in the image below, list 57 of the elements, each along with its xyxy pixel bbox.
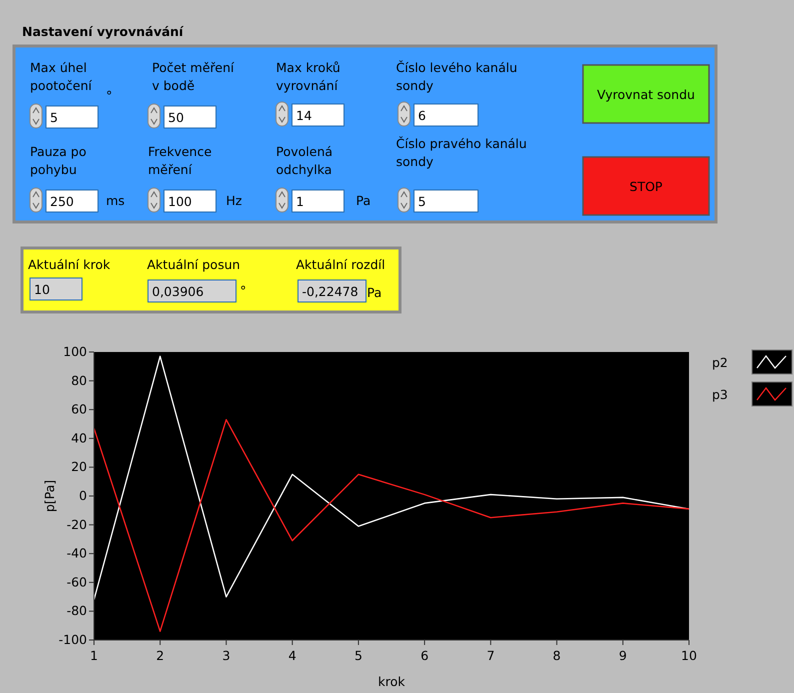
text: Počet měření v bodě [152,60,235,93]
text: ° [240,283,246,298]
text: 0,03906 [152,284,204,299]
text: Max kroků vyrovnání [276,60,340,93]
text: STOP [630,179,663,194]
text: -0,22478 [302,284,358,299]
legend-label: p2 [712,355,728,370]
y-tick-label: -20 [66,516,88,532]
text: Vyrovnat sondu [597,87,695,102]
x-tick-label: 10 [681,648,697,663]
y-tick-label: -60 [66,574,88,590]
y-tick-label: -40 [66,546,88,561]
text: ms [106,193,125,208]
x-tick-label: 4 [288,648,296,663]
x-tick-label: 8 [552,648,561,663]
y-tick-label: 100 [63,344,88,359]
x-axis-title: krok [378,674,406,689]
x-tick-label: 1 [90,648,98,663]
text: 50 [168,110,184,125]
text: Číslo pravého kanálu sondy [396,136,527,169]
text: Pa [367,285,382,300]
y-tick-label: 60 [71,402,88,417]
text: Pa [356,193,371,208]
text: Číslo levého kanálu sondy [396,60,518,93]
text: 100 [168,194,192,209]
x-tick-label: 9 [618,648,627,663]
x-tick-label: 5 [354,648,362,663]
text: 5 [418,194,426,209]
legend-label: p3 [712,387,728,402]
text: Aktuální posun [147,257,240,272]
text: Nastavení vyrovnávání [22,24,184,39]
text: 1 [296,194,304,209]
y-tick-label: 20 [71,459,88,474]
y-tick-label: 80 [71,372,88,388]
y-tick-label: 40 [71,430,88,446]
text: Frekvence měření [148,144,212,177]
y-tick-label: -100 [58,632,88,647]
text: Povolená odchylka [276,144,333,177]
text: ° [106,88,112,103]
text: Aktuální rozdíl [296,257,386,272]
text: 5 [50,110,58,125]
text: 10 [34,282,50,297]
text: Pauza po pohybu [30,144,86,177]
y-tick-label: 0 [79,488,88,503]
text: 250 [50,194,74,209]
x-tick-label: 7 [486,648,495,663]
x-tick-label: 2 [156,648,164,663]
y-tick-label: -80 [66,603,88,618]
text: Max úhel pootočení [30,60,92,93]
x-tick-label: 3 [222,648,230,663]
text: 14 [296,108,312,123]
line-series [93,419,690,632]
text: Hz [226,193,242,208]
x-tick-label: 6 [420,648,429,663]
text: 6 [418,108,426,123]
text: Aktuální krok [28,257,111,272]
y-axis-title: p[Pa] [42,480,57,512]
